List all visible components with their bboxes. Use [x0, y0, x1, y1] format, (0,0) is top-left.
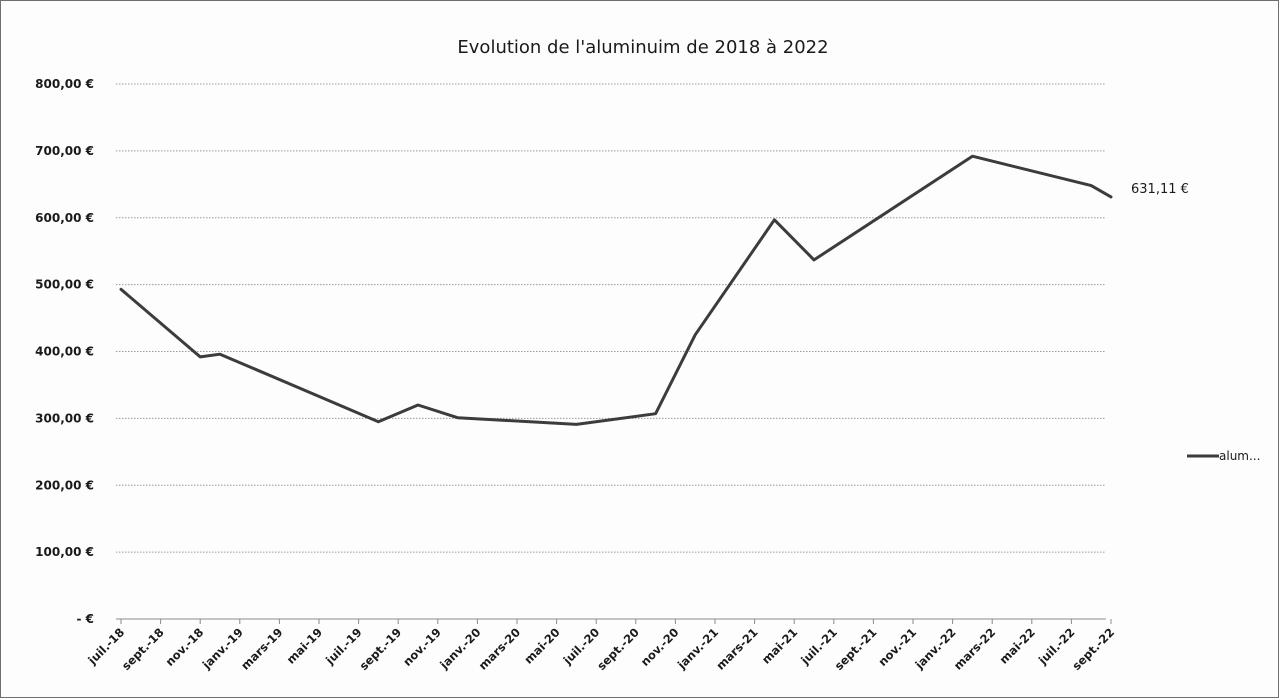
data-labels: 631,11 €	[1131, 182, 1189, 197]
x-tick-label: janv.-21	[674, 625, 721, 672]
y-tick-label: 100,00 €	[35, 545, 94, 559]
x-tick-label: mars-19	[238, 625, 285, 672]
x-tick-label: sept.-21	[832, 625, 880, 673]
x-tick-label: sept.-18	[119, 625, 167, 673]
x-tick-label: mars-22	[951, 625, 998, 672]
data-label: 631,11 €	[1131, 182, 1189, 197]
x-tick-label: sept.-22	[1069, 625, 1117, 673]
y-tick-label: 200,00 €	[35, 478, 94, 492]
x-tick-label: mai-21	[759, 625, 800, 666]
y-axis-tick-labels: - € 100,00 € 200,00 € 300,00 € 400,00 € 500,0…	[35, 77, 94, 626]
x-tick-label: janv.-22	[912, 625, 959, 672]
x-tick-label: janv.-19	[199, 625, 246, 672]
y-tick-label: 400,00 €	[35, 345, 94, 359]
x-tick-label: mai-19	[284, 625, 325, 666]
x-axis-tick-labels: juil.-18sept.-18nov.-18janv.-19mars-19ma…	[85, 619, 1117, 673]
y-tick-label: 300,00 €	[35, 411, 94, 425]
legend: alum...	[1187, 449, 1260, 463]
legend-label: alum...	[1219, 449, 1260, 463]
x-tick-label: mai-20	[521, 625, 562, 666]
x-tick-label: janv.-20	[436, 625, 483, 672]
x-tick-label: sept.-19	[357, 625, 405, 673]
y-tick-label: - €	[76, 612, 94, 626]
x-tick-label: sept.-20	[594, 625, 642, 673]
y-tick-label: 500,00 €	[35, 278, 94, 292]
gridlines	[116, 83, 1106, 620]
y-tick-label: 600,00 €	[35, 211, 94, 225]
x-tick-label: mars-20	[476, 625, 523, 672]
series-line	[119, 154, 1113, 426]
series-layer	[119, 154, 1113, 426]
y-tick-label: 800,00 €	[35, 77, 94, 91]
x-tick-label: mai-22	[997, 625, 1038, 666]
chart-title: Evolution de l'aluminuim de 2018 à 2022	[457, 37, 828, 58]
y-tick-label: 700,00 €	[35, 144, 94, 158]
x-tick-label: mars-21	[713, 625, 760, 672]
